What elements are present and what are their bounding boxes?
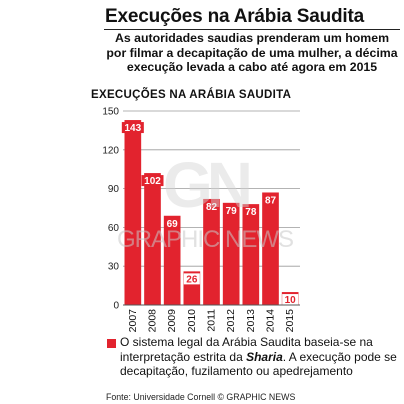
data-label: 69: [167, 219, 179, 230]
data-label: 82: [206, 202, 218, 213]
x-tick-label: 2007: [127, 309, 139, 332]
y-tick-label: 60: [108, 223, 120, 234]
footnote: O sistema legal da Arábia Saudita baseia…: [120, 335, 402, 379]
bar: [242, 204, 260, 305]
footnote-emphasis: Sharia: [246, 349, 283, 364]
x-tick-label: 2008: [147, 309, 159, 332]
note-bullet-square: [107, 339, 116, 348]
data-label-box: [164, 217, 181, 229]
data-label-box: [183, 273, 200, 285]
data-label: 26: [186, 274, 198, 285]
bar: [222, 202, 240, 305]
title-divider: [104, 29, 400, 30]
data-label-box: [282, 294, 299, 306]
bar: [163, 215, 181, 305]
data-label-box: [121, 122, 144, 134]
x-tick-label: 2010: [186, 309, 198, 332]
bar: [262, 192, 279, 305]
x-tick-label: 2012: [225, 309, 237, 332]
bar: [124, 120, 142, 305]
x-tick-label: 2011: [206, 309, 218, 332]
x-tick-label: 2009: [166, 309, 178, 332]
x-tick-label: 2014: [265, 309, 277, 332]
bar: [144, 173, 161, 305]
footnote-prefix: O sistema legal da Arábia Saudita baseia…: [120, 335, 373, 364]
data-label-box: [141, 175, 164, 187]
data-label: 78: [245, 207, 257, 218]
chart-title: Execuções na Arábia Saudita: [91, 89, 292, 101]
source-credit: Fonte: Universidade Cornell © GRAPHIC NE…: [106, 392, 296, 402]
y-tick-label: 120: [102, 145, 119, 156]
page-title: Execuções na Arábia Saudita: [105, 6, 364, 27]
data-label-box: [223, 204, 240, 216]
bar-chart: 0 30 60 90 120 150 143 2007 102 2008 69 2009 26 2010 8…: [102, 107, 300, 332]
data-label: 143: [124, 123, 141, 134]
footnote-suffix: . A execução pode se decapitação, fuzila…: [120, 349, 397, 379]
x-tick-label: 2013: [245, 309, 257, 332]
data-label-box: [203, 200, 220, 212]
y-tick-label: 30: [108, 262, 120, 273]
data-label: 10: [285, 295, 297, 306]
y-tick-label: 150: [102, 107, 119, 118]
data-label: 79: [226, 206, 238, 217]
data-label: 102: [144, 176, 161, 187]
y-tick-label: 0: [113, 301, 119, 312]
bar: [203, 198, 220, 305]
data-label-box: [262, 194, 279, 206]
data-label: 87: [265, 195, 277, 206]
y-tick-label: 90: [108, 184, 120, 195]
subtitle: As autoridades saudias prenderam um home…: [106, 31, 398, 75]
data-label-box: [242, 206, 259, 218]
x-tick-label: 2015: [284, 309, 296, 332]
